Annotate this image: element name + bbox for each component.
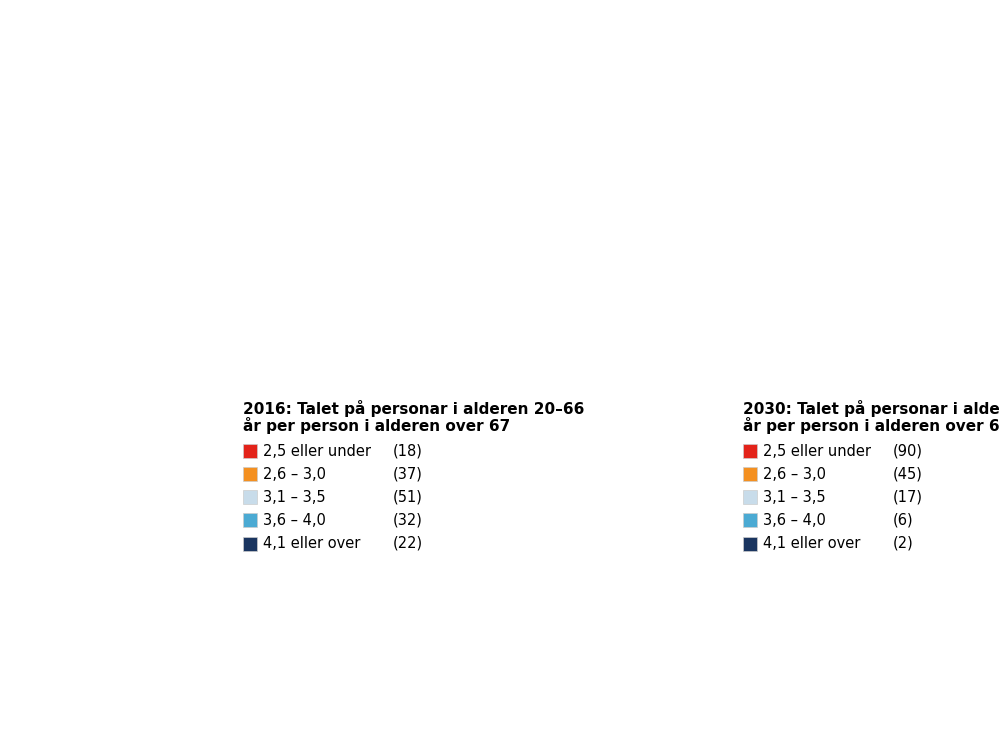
Text: (17): (17)	[893, 490, 923, 505]
Bar	[743, 467, 757, 481]
Text: 2,5 eller under: 2,5 eller under	[763, 444, 871, 459]
Text: 2,6 – 3,0: 2,6 – 3,0	[763, 467, 826, 482]
Bar	[243, 514, 257, 528]
Text: 3,6 – 4,0: 3,6 – 4,0	[263, 513, 326, 528]
Bar	[743, 444, 757, 458]
Bar	[743, 491, 757, 505]
Text: år per person i alderen over 67: år per person i alderen over 67	[243, 417, 510, 434]
Text: (45): (45)	[893, 467, 923, 482]
Text: (6): (6)	[893, 513, 914, 528]
Bar	[243, 467, 257, 481]
Text: (90): (90)	[893, 444, 923, 459]
Text: (18): (18)	[393, 444, 423, 459]
Text: (51): (51)	[393, 490, 423, 505]
Text: (22): (22)	[393, 536, 423, 551]
Text: (37): (37)	[393, 467, 423, 482]
Text: 3,6 – 4,0: 3,6 – 4,0	[763, 513, 826, 528]
Text: 4,1 eller over: 4,1 eller over	[763, 536, 860, 551]
Bar	[243, 536, 257, 551]
Text: 2,6 – 3,0: 2,6 – 3,0	[263, 467, 326, 482]
Text: (2): (2)	[893, 536, 914, 551]
Text: år per person i alderen over 67: år per person i alderen over 67	[743, 417, 1000, 434]
Text: 2,5 eller under: 2,5 eller under	[263, 444, 371, 459]
Bar	[743, 536, 757, 551]
Bar	[743, 514, 757, 528]
Text: 3,1 – 3,5: 3,1 – 3,5	[263, 490, 326, 505]
Text: 3,1 – 3,5: 3,1 – 3,5	[763, 490, 826, 505]
Text: (32): (32)	[393, 513, 423, 528]
Text: 2030: Talet på personar i alderen 20–66: 2030: Talet på personar i alderen 20–66	[743, 400, 1000, 417]
Text: 4,1 eller over: 4,1 eller over	[263, 536, 360, 551]
Bar	[243, 444, 257, 458]
Text: 2016: Talet på personar i alderen 20–66: 2016: Talet på personar i alderen 20–66	[243, 400, 584, 417]
Bar	[243, 491, 257, 505]
